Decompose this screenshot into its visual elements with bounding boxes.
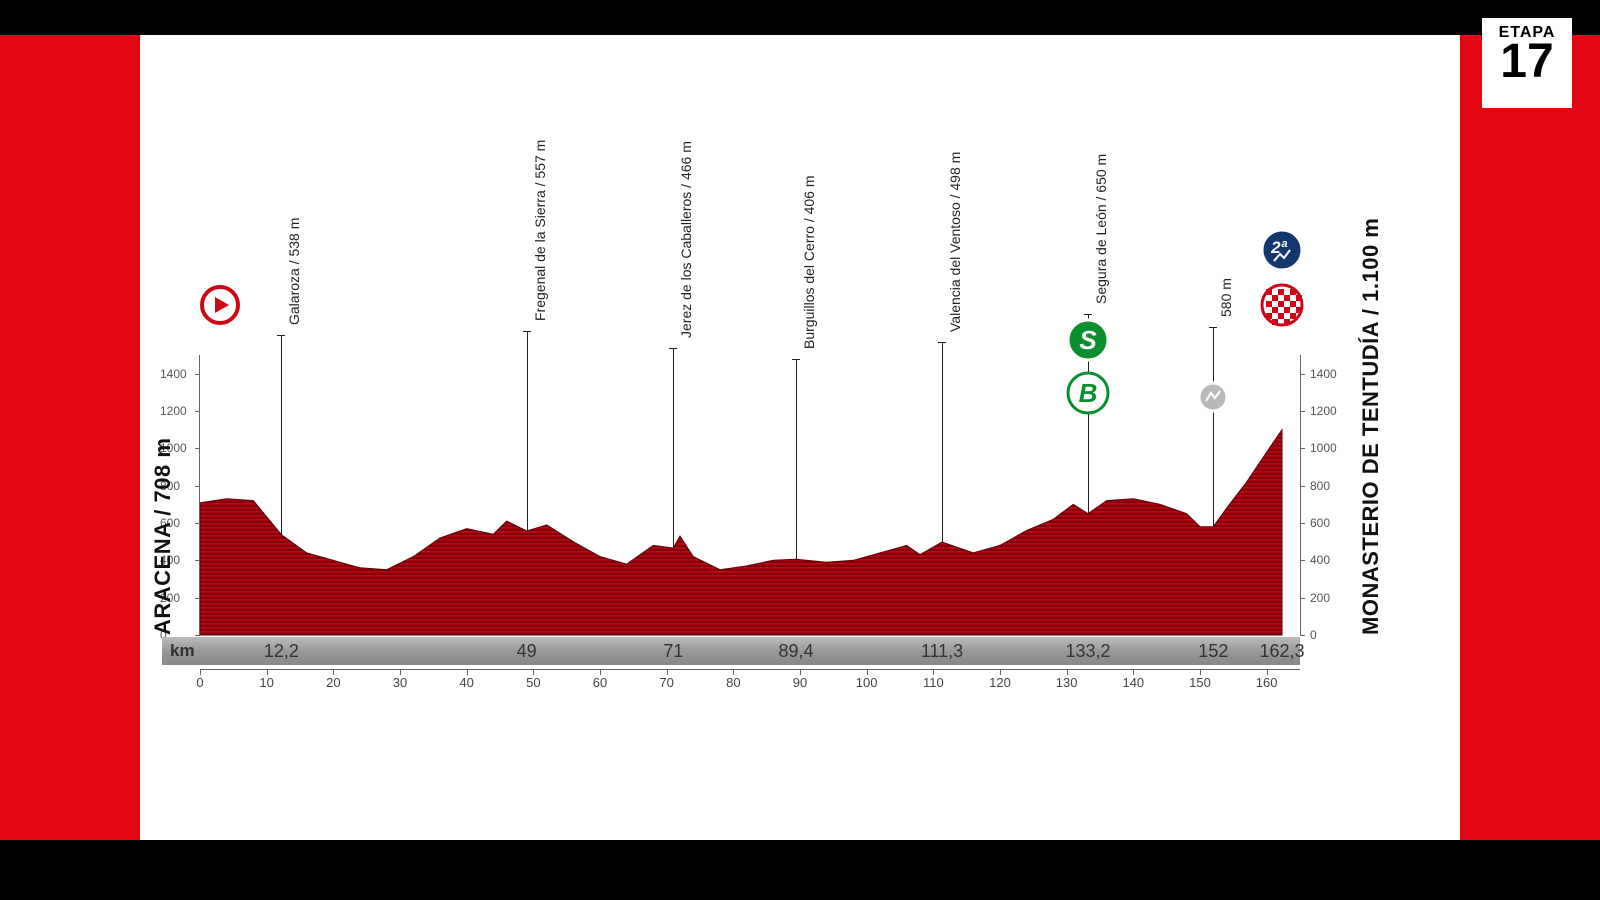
y-tick-mark <box>195 598 200 599</box>
waypoint-tick <box>669 348 677 349</box>
grey-dot-icon <box>1197 381 1229 413</box>
km-marker: 12,2 <box>264 641 299 662</box>
chart-panel: 0020020040040060060080080010001000120012… <box>140 35 1460 840</box>
x-tick: 70 <box>659 675 673 690</box>
waypoint-label: Segura de León / 650 m <box>1093 153 1109 303</box>
y-tick-mark <box>1300 411 1305 412</box>
waypoint-label: Burguillos del Cerro / 406 m <box>801 176 817 350</box>
x-tick: 0 <box>196 675 203 690</box>
km-unit-label: km <box>170 641 195 661</box>
y-tick-mark <box>195 411 200 412</box>
x-tick: 100 <box>856 675 878 690</box>
x-tick: 30 <box>393 675 407 690</box>
y-tick-right: 1400 <box>1310 367 1337 381</box>
x-tick: 160 <box>1256 675 1278 690</box>
km-marker: 89,4 <box>778 641 813 662</box>
km-marker: 49 <box>517 641 537 662</box>
y-tick-left: 1400 <box>160 367 187 381</box>
svg-text:B: B <box>1079 378 1098 408</box>
waypoint-tick <box>1084 314 1092 315</box>
y-tick-left: 1200 <box>160 404 187 418</box>
y-tick-mark <box>1300 523 1305 524</box>
y-axis-right <box>1300 355 1301 635</box>
y-tick-right: 400 <box>1310 553 1330 567</box>
x-tick: 10 <box>259 675 273 690</box>
x-tick: 20 <box>326 675 340 690</box>
y-tick-mark <box>1300 486 1305 487</box>
y-tick-mark <box>1300 560 1305 561</box>
y-tick-right: 200 <box>1310 591 1330 605</box>
etapa-number: 17 <box>1482 40 1572 84</box>
y-tick-mark <box>195 523 200 524</box>
y-tick-right: 1000 <box>1310 441 1337 455</box>
x-tick: 90 <box>793 675 807 690</box>
elevation-chart: 0020020040040060060080080010001000120012… <box>140 35 1460 840</box>
finish-checker-icon <box>1260 283 1304 327</box>
y-tick-right: 600 <box>1310 516 1330 530</box>
x-tick: 130 <box>1056 675 1078 690</box>
profile-area <box>140 35 1460 840</box>
x-axis-line <box>200 669 1300 670</box>
y-tick-mark <box>195 560 200 561</box>
y-tick-mark <box>195 486 200 487</box>
y-tick-right: 800 <box>1310 479 1330 493</box>
y-tick-right: 0 <box>1310 628 1317 642</box>
y-tick-mark <box>1300 374 1305 375</box>
etapa-badge: ETAPA 17 <box>1482 18 1572 108</box>
y-tick-mark <box>1300 448 1305 449</box>
y-tick-mark <box>195 374 200 375</box>
waypoint-label: Fregenal de la Sierra / 557 m <box>532 140 548 321</box>
x-tick: 140 <box>1122 675 1144 690</box>
start-play-icon <box>200 285 240 325</box>
x-tick: 120 <box>989 675 1011 690</box>
category-2-icon: 2ª <box>1260 228 1304 272</box>
km-marker: 111,3 <box>921 641 963 662</box>
waypoint-line <box>942 342 943 542</box>
waypoint-label: 580 m <box>1218 278 1234 317</box>
y-tick-mark <box>1300 635 1305 636</box>
waypoint-tick <box>523 331 531 332</box>
x-tick: 50 <box>526 675 540 690</box>
waypoint-line <box>527 331 528 531</box>
x-tick: 60 <box>593 675 607 690</box>
finish-label: MONASTERIO DE TENTUDÍA / 1.100 m <box>1358 218 1384 635</box>
y-tick-right: 1200 <box>1310 404 1337 418</box>
etapa-tick <box>1526 0 1530 18</box>
waypoint-line <box>796 359 797 559</box>
km-bar <box>162 637 1300 665</box>
x-tick: 80 <box>726 675 740 690</box>
waypoint-tick <box>1209 327 1217 328</box>
x-tick: 150 <box>1189 675 1211 690</box>
y-tick-mark <box>1300 598 1305 599</box>
km-marker: 71 <box>663 641 683 662</box>
waypoint-tick <box>938 342 946 343</box>
km-marker: 152 <box>1198 641 1228 662</box>
sprint-icon: S <box>1066 318 1110 362</box>
svg-text:S: S <box>1079 325 1097 355</box>
start-label: ARACENA / 708 m <box>150 438 176 635</box>
waypoint-label: Valencia del Ventoso / 498 m <box>947 152 963 332</box>
y-tick-mark <box>195 448 200 449</box>
waypoint-tick <box>792 359 800 360</box>
waypoint-line <box>673 348 674 548</box>
y-tick-mark <box>195 635 200 636</box>
waypoint-label: Galaroza / 538 m <box>286 217 302 324</box>
x-tick: 110 <box>923 675 944 690</box>
x-tick: 40 <box>459 675 473 690</box>
bonus-icon: B <box>1066 371 1110 415</box>
y-axis-left <box>199 355 200 635</box>
waypoint-line <box>281 335 282 535</box>
km-marker: 162,3 <box>1259 641 1304 662</box>
waypoint-line <box>1213 327 1214 527</box>
waypoint-tick <box>277 335 285 336</box>
waypoint-label: Jerez de los Caballeros / 466 m <box>678 141 694 338</box>
km-marker: 133,2 <box>1065 641 1110 662</box>
